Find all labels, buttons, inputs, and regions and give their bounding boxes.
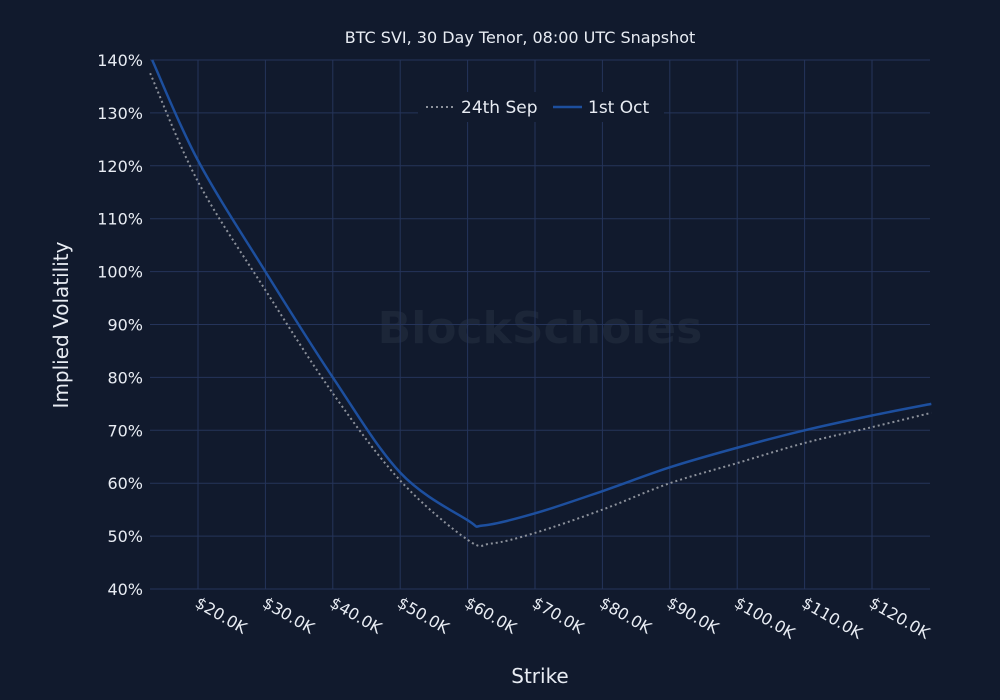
- y-axis-ticks: 40% 50% 60% 70% 80% 90% 100% 110% 120% 130% 140%: [97, 51, 143, 599]
- legend-background: [418, 92, 664, 122]
- x-tick-label: $80.0K: [596, 593, 655, 638]
- y-tick-label: 80%: [107, 368, 143, 387]
- x-tick-label: $120.0K: [866, 593, 934, 643]
- legend[interactable]: 24th Sep 1st Oct: [418, 92, 664, 122]
- legend-label-1st-oct[interactable]: 1st Oct: [588, 98, 649, 118]
- y-tick-label: 120%: [97, 157, 143, 176]
- x-tick-label: $70.0K: [529, 593, 588, 638]
- y-tick-label: 40%: [107, 580, 143, 599]
- y-tick-label: 70%: [107, 421, 143, 440]
- y-tick-label: 130%: [97, 104, 143, 123]
- x-axis-ticks: $20.0K $30.0K $40.0K $50.0K $60.0K $70.0K $80.…: [192, 593, 934, 643]
- x-tick-label: $110.0K: [799, 593, 867, 643]
- x-axis-label: Strike: [511, 664, 569, 688]
- series-lines: [149, 59, 932, 548]
- x-tick-label: $100.0K: [731, 593, 799, 643]
- y-tick-label: 140%: [97, 51, 143, 70]
- y-tick-label: 50%: [107, 527, 143, 546]
- x-tick-label: $30.0K: [259, 593, 318, 638]
- y-tick-label: 60%: [107, 474, 143, 493]
- legend-label-24th-sep[interactable]: 24th Sep: [461, 98, 538, 118]
- x-tick-label: $40.0K: [327, 593, 386, 638]
- x-tick-label: $50.0K: [394, 593, 453, 638]
- y-tick-label: 100%: [97, 263, 143, 282]
- y-axis-label: Implied Volatility: [49, 241, 73, 408]
- series-line-1st-oct: [151, 59, 932, 528]
- y-tick-label: 90%: [107, 316, 143, 335]
- grid: [150, 59, 930, 590]
- chart-title: BTC SVI, 30 Day Tenor, 08:00 UTC Snapsho…: [345, 28, 696, 47]
- series-line-24th-sep: [149, 72, 932, 548]
- x-tick-label: $20.0K: [192, 593, 251, 638]
- y-tick-label: 110%: [97, 210, 143, 229]
- watermark-logo: BlockScholes: [378, 303, 703, 354]
- x-tick-label: $90.0K: [664, 593, 723, 638]
- x-tick-label: $60.0K: [462, 593, 521, 638]
